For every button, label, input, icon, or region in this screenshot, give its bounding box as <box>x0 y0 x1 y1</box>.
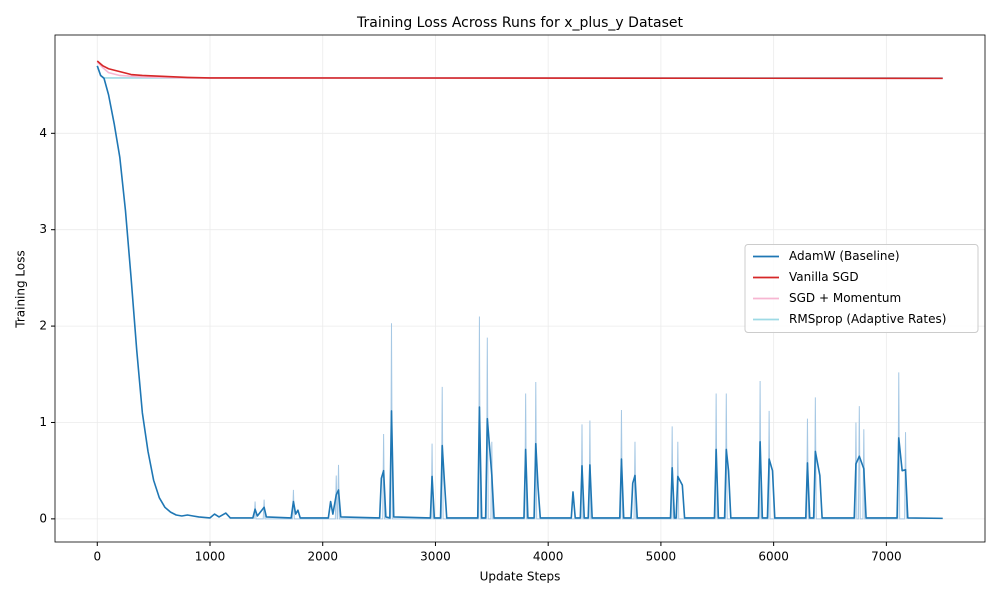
x-tick-label: 4000 <box>533 550 564 564</box>
x-tick-label: 6000 <box>758 550 789 564</box>
legend-box <box>744 244 979 333</box>
x-tick-label: 5000 <box>646 550 677 564</box>
y-tick-label: 1 <box>39 415 47 429</box>
plot-frame <box>54 34 986 543</box>
y-tick-label: 0 <box>39 511 47 525</box>
series-line <box>96 60 943 80</box>
x-axis-label: Update Steps <box>480 570 561 584</box>
legend-label: Vanilla SGD <box>789 270 859 284</box>
x-tick-label: 2000 <box>307 550 338 564</box>
legend-label: AdamW (Baseline) <box>789 249 900 263</box>
y-tick-label: 4 <box>39 126 47 140</box>
raw-line <box>253 316 907 520</box>
series-line <box>96 65 943 520</box>
y-tick-label: 2 <box>39 319 47 333</box>
x-tick-label: 3000 <box>420 550 451 564</box>
x-tick-label: 1000 <box>195 550 226 564</box>
legend-label: SGD + Momentum <box>789 291 901 305</box>
y-tick-label: 3 <box>39 222 47 236</box>
legend: AdamW (Baseline) Vanilla SGD SGD + Momentu… <box>744 244 979 333</box>
y-axis-label: Training Loss <box>14 250 28 328</box>
x-tick-label: 0 <box>93 550 101 564</box>
legend-label: RMSprop (Adaptive Rates) <box>789 312 946 326</box>
x-tick-label: 7000 <box>871 550 902 564</box>
chart-title: Training Loss Across Runs for x_plus_y D… <box>356 15 684 31</box>
